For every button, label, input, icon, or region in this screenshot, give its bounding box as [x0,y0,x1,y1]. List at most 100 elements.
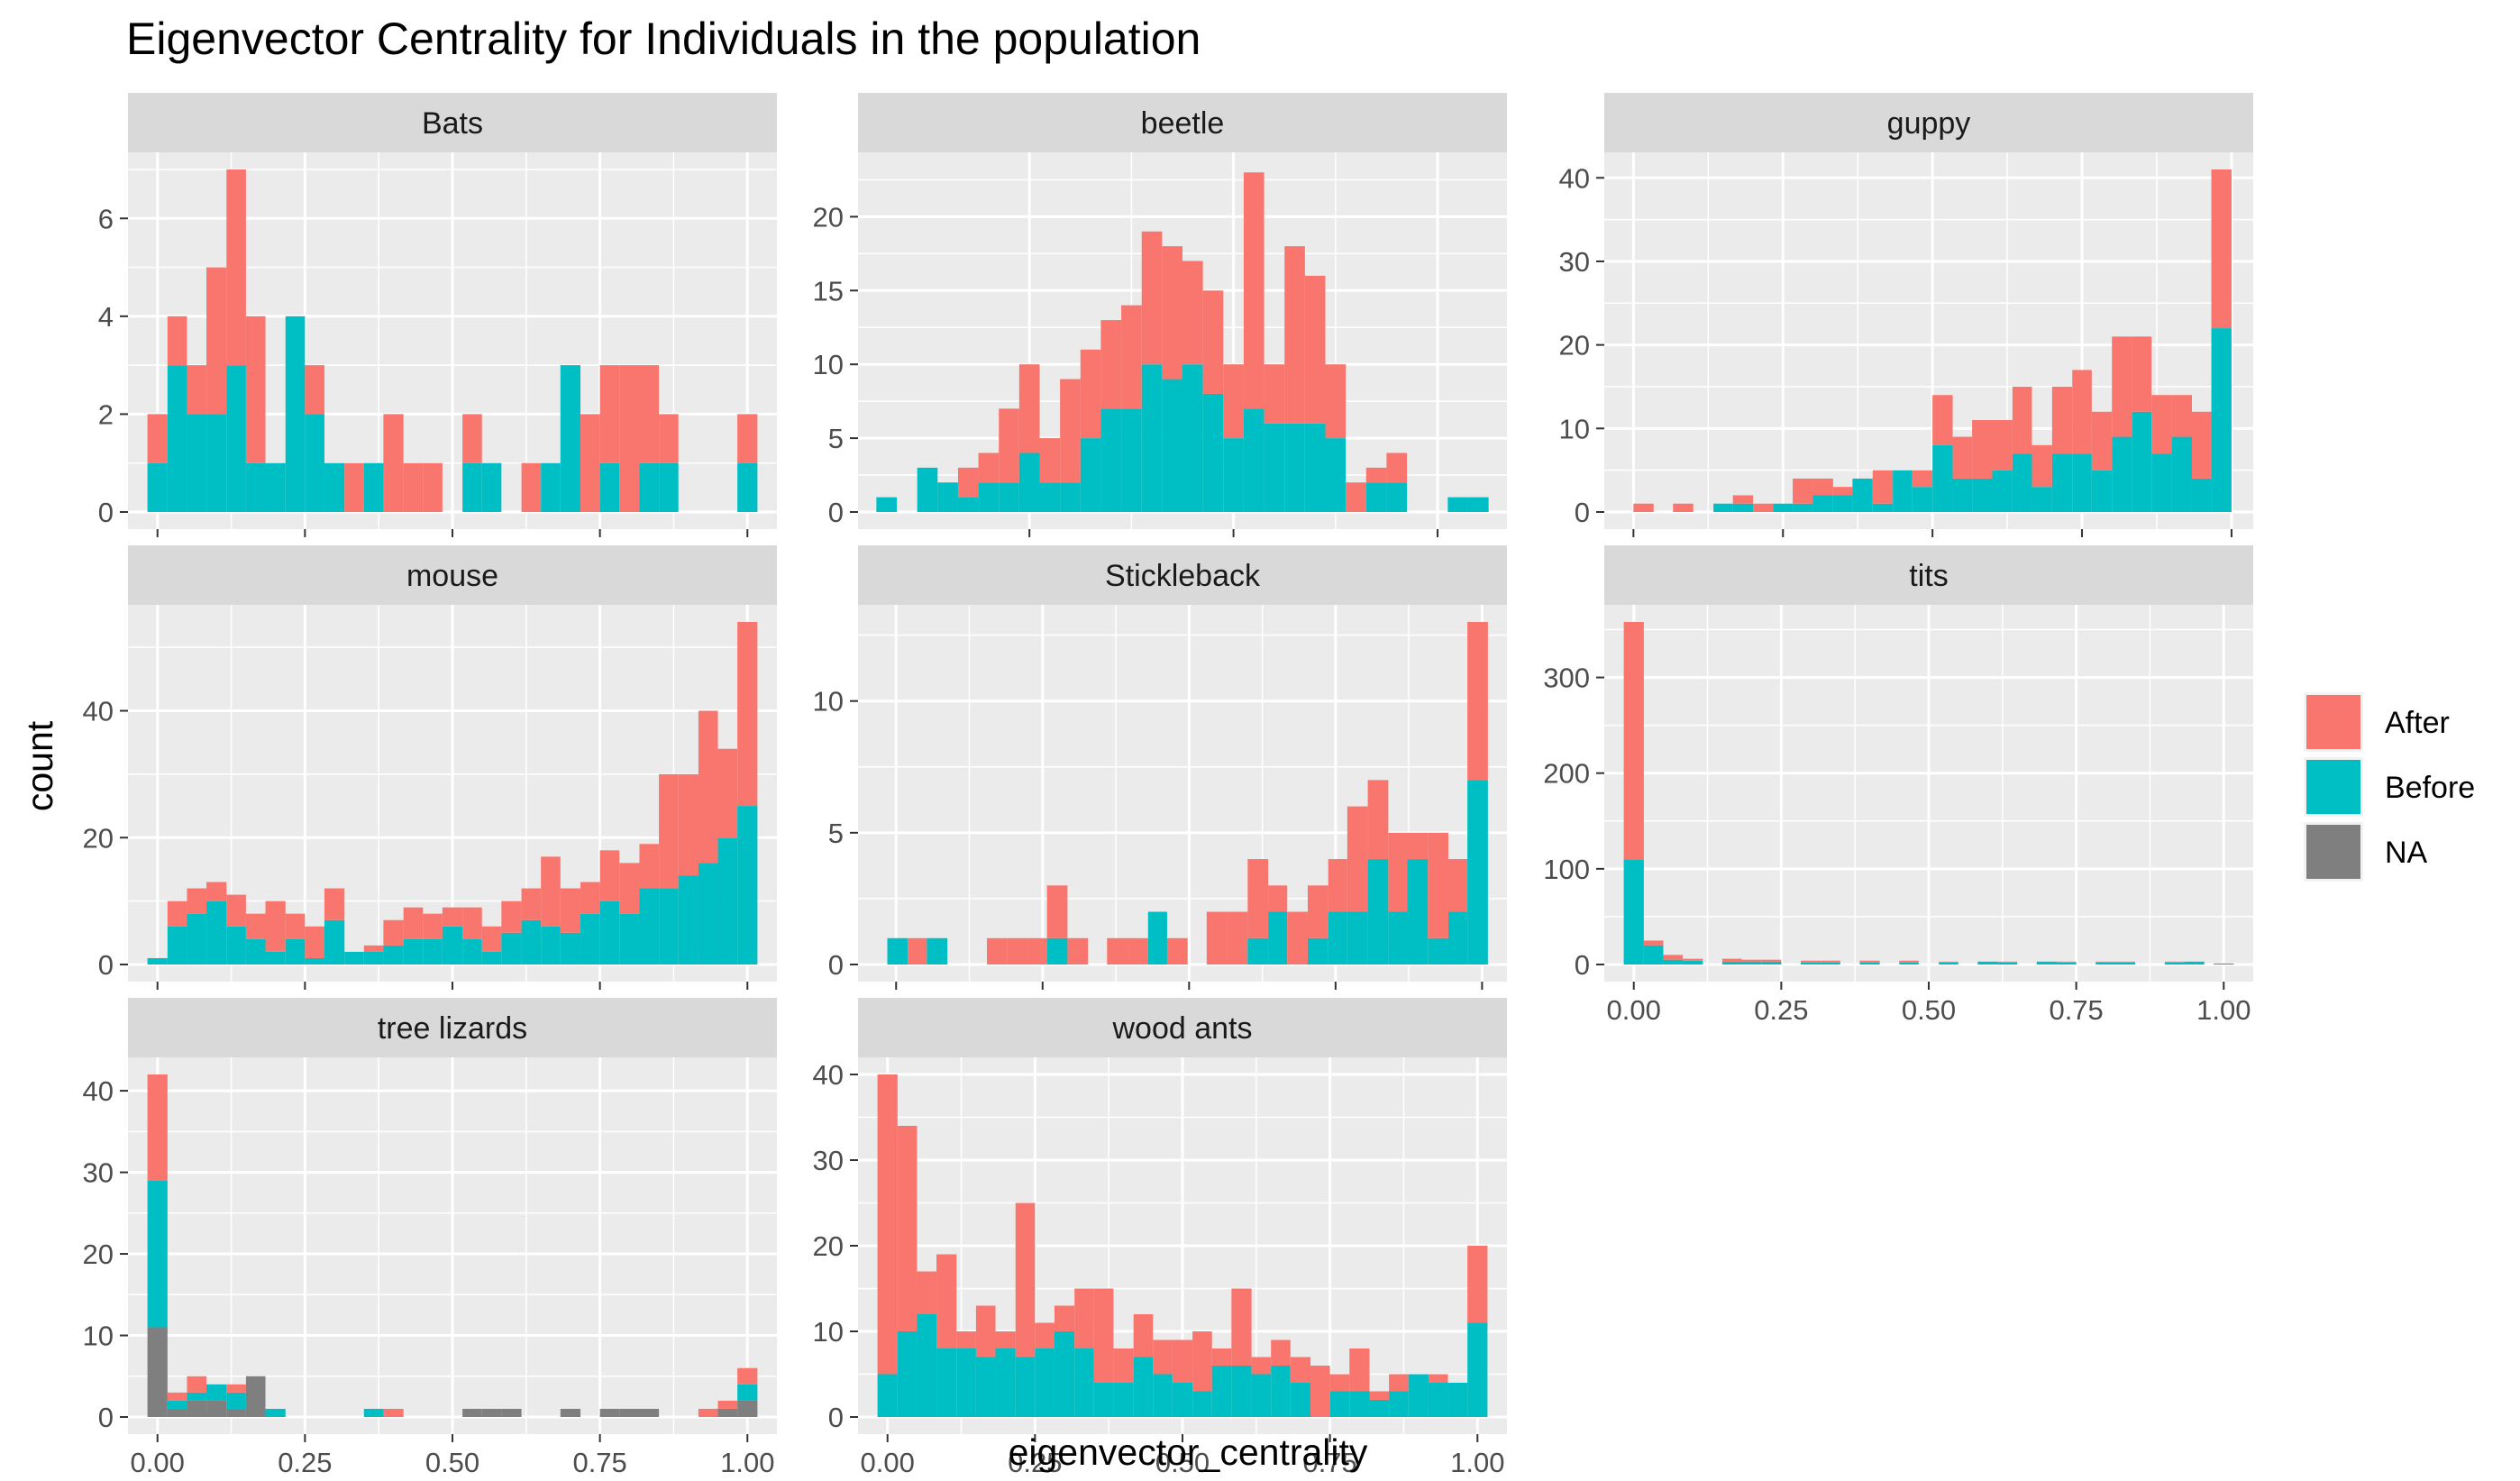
bar-after [1206,911,1228,964]
y-tick-label: 0 [98,949,114,981]
bar-after [599,365,620,463]
bar-before [1447,911,1468,964]
bar-after [1325,364,1347,439]
bar-after [1407,832,1429,860]
bar-after [1247,859,1269,938]
bar-after [1268,885,1288,912]
bar-after [285,913,306,939]
bar-after [717,1400,738,1409]
bar-after [1349,1348,1370,1392]
bar-before [1388,911,1408,964]
bar-before [2057,962,2077,964]
y-tick-label: 0 [828,949,844,981]
bar-before [324,462,345,512]
x-tick-label: 0.75 [1302,1447,1356,1478]
y-tick-label: 20 [83,822,114,854]
bar-before [737,1384,758,1401]
bar-before [737,462,758,512]
bar-before [936,1348,957,1417]
bar-before [167,926,187,964]
bar-before [1349,1391,1370,1417]
bar-after [1192,1331,1212,1392]
bar-before [2132,411,2152,512]
bar-before [1972,478,1993,512]
bar-before [2112,436,2132,512]
bar-before [1251,1374,1272,1417]
bar-after [908,937,927,964]
bar-after [877,1074,898,1375]
x-tick-label: 1.00 [2196,994,2251,1026]
y-tick-label: 0 [1575,949,1590,981]
y-tick-label: 0 [1575,497,1590,528]
x-tick-label: 0.50 [1155,1447,1210,1478]
bar-before [2191,478,2212,512]
bar-before [1773,503,1794,512]
bar-before [1912,487,1933,512]
legend-label: NA [2385,836,2428,870]
facet-panel: tits 0.00 0.25 0.50 0.75 1.00 0 100 200 300 [1543,545,2253,1026]
bar-after [1287,911,1308,964]
bar-before [265,951,286,964]
bar-before [1347,911,1368,964]
bar-before [2184,961,2205,964]
bar-after [580,882,600,914]
y-axis-title: count [19,720,60,811]
bar-after [897,1126,918,1331]
bar-before [2115,962,2136,964]
bar-after [521,888,542,920]
bar-before [1939,962,1958,964]
bar-before [403,938,424,964]
facet-strip [858,93,1507,152]
bar-before [1447,497,1468,512]
bar-before [927,937,948,964]
legend-label: Before [2385,771,2475,805]
bar-before [1121,408,1142,512]
y-tick-label: 0 [828,497,844,528]
bar-after [1389,1374,1409,1392]
bar-before [324,919,345,964]
bar-after [1100,320,1122,409]
bar-before [599,462,620,512]
bar-before [245,938,266,964]
bar-before [1307,937,1328,964]
bar-na [462,1408,482,1417]
bar-after [187,888,207,914]
bar-after [1074,1288,1094,1348]
bar-after [1932,395,1953,445]
bar-after [1467,622,1488,781]
bar-after [1683,958,1703,961]
bar-before [1821,962,1840,964]
bar-after [187,1376,207,1393]
bar-before [2171,436,2192,512]
x-tick-label: 1.00 [720,1447,774,1478]
bar-after [1060,379,1081,483]
bar-after [1162,246,1182,379]
bar-before [305,414,324,512]
bar-after [1633,503,1654,512]
legend-label: After [2385,706,2450,740]
bar-after [1753,503,1774,512]
bar-before [1100,408,1122,512]
bar-after [206,882,227,901]
bar-before [1467,497,1489,512]
bar-after [1872,470,1894,504]
bar-after [1365,467,1387,483]
bar-before [1389,1391,1409,1417]
bar-after [1141,231,1163,365]
bar-before [639,888,660,964]
bar-before [1793,503,1813,512]
bar-before [1182,364,1203,512]
bar-before [1202,393,1224,512]
facet-strip-label: tits [1909,559,1948,593]
bar-before [2211,328,2232,512]
bar-after [147,414,168,463]
bar-after [383,919,404,946]
bar-before [481,951,502,964]
bar-before [285,315,306,512]
y-tick-label: 5 [828,818,844,849]
bar-after [737,414,758,463]
bar-after [698,710,718,864]
bar-after [659,414,679,463]
